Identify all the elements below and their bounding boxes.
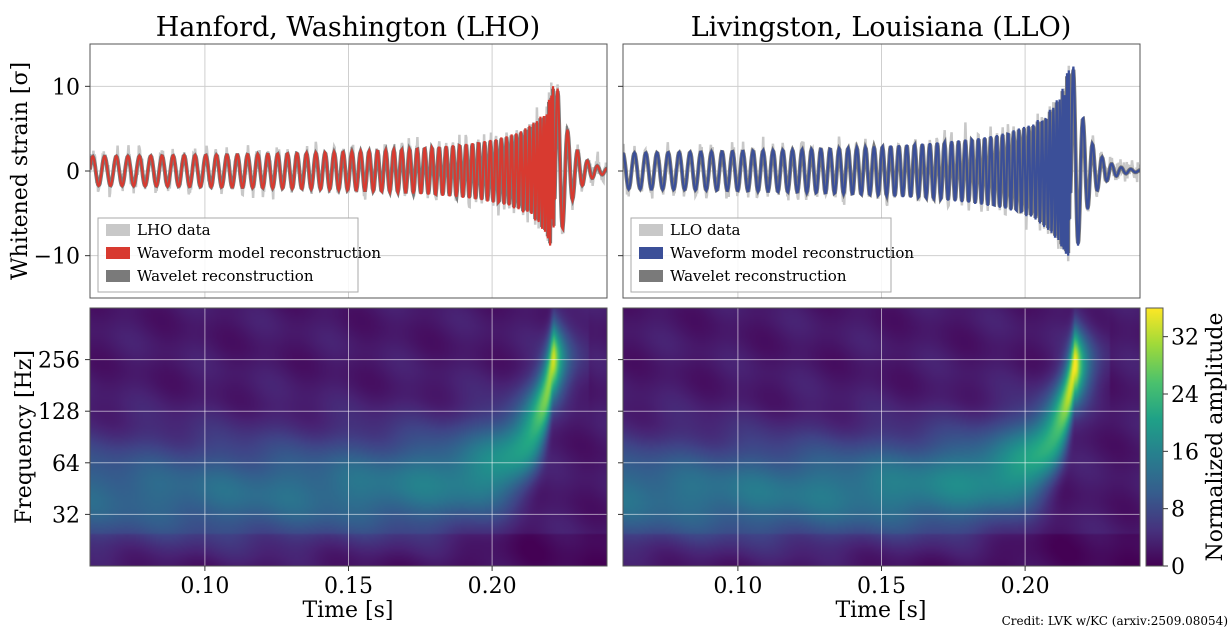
ylabel-strain: Whitened strain [σ] bbox=[8, 62, 33, 280]
colorbar-tick-label: 24 bbox=[1171, 383, 1199, 408]
y-tick-label: 128 bbox=[38, 400, 80, 425]
legend-lho: LHO data Waveform model reconstruction W… bbox=[97, 217, 381, 293]
x-tick-label: 0.10 bbox=[180, 574, 229, 599]
y-ticks bbox=[618, 359, 623, 515]
y-tick-label: 10 bbox=[52, 75, 80, 100]
y-tick-label: 32 bbox=[52, 503, 80, 528]
legend-llo: LLO data Waveform model reconstruction W… bbox=[630, 217, 914, 293]
legend-label-wavelet: Wavelet reconstruction bbox=[670, 267, 847, 285]
colorbar-tick-label: 16 bbox=[1171, 440, 1199, 465]
legend-swatch-data bbox=[106, 224, 130, 236]
legend-swatch-model bbox=[639, 247, 663, 259]
legend-frame bbox=[97, 217, 359, 293]
legend-swatch-model bbox=[106, 247, 130, 259]
llo-model-line bbox=[623, 66, 1140, 256]
title-lho: Hanford, Washington (LHO) bbox=[156, 12, 540, 43]
xlabel-right: Time [s] bbox=[835, 598, 926, 623]
grid bbox=[623, 308, 1140, 566]
panel-llo-spectrogram: 0.10 0.15 0.20 bbox=[618, 307, 1141, 599]
legend-label-wavelet: Wavelet reconstruction bbox=[137, 267, 314, 285]
colorbar-label: Normalized amplitude bbox=[1203, 313, 1228, 562]
y-tick-label: 256 bbox=[38, 349, 80, 374]
credit-text: Credit: LVK w/KC (arxiv:2509.08054) bbox=[1002, 614, 1228, 628]
panel-lho-strain: −10 0 10 LHO data Waveform model reconstru… bbox=[34, 43, 608, 299]
colorbar-tick-label: 32 bbox=[1171, 326, 1199, 351]
panel-lho-spectrogram: 0.10 0.15 0.20 32 64 128 256 bbox=[38, 307, 608, 599]
legend-label-model: Waveform model reconstruction bbox=[137, 244, 381, 262]
colorbar-tick-label: 0 bbox=[1171, 555, 1185, 580]
y-tick-label: 64 bbox=[52, 452, 80, 477]
legend-swatch-wavelet bbox=[639, 270, 663, 282]
legend-swatch-wavelet bbox=[106, 270, 130, 282]
y-ticks: 32 64 128 256 bbox=[38, 349, 90, 528]
grid bbox=[90, 308, 607, 566]
lho-model-line bbox=[90, 86, 607, 246]
x-tick-label: 0.15 bbox=[857, 574, 906, 599]
colorbar-tick-label: 8 bbox=[1171, 498, 1185, 523]
y-ticks: −10 0 10 bbox=[34, 75, 90, 270]
x-ticks: 0.10 0.15 0.20 bbox=[713, 566, 1050, 599]
x-tick-label: 0.20 bbox=[1001, 574, 1050, 599]
legend-label-data: LHO data bbox=[137, 221, 211, 239]
x-tick-label: 0.15 bbox=[324, 574, 373, 599]
panel-llo-strain: LLO data Waveform model reconstruction W… bbox=[618, 43, 1141, 299]
title-llo: Livingston, Louisiana (LLO) bbox=[691, 12, 1072, 43]
colorbar-gradient bbox=[1145, 307, 1164, 567]
legend-frame bbox=[630, 217, 892, 293]
y-ticks bbox=[618, 85, 623, 257]
x-tick-label: 0.10 bbox=[713, 574, 762, 599]
legend-label-data: LLO data bbox=[670, 221, 741, 239]
y-tick-label: 0 bbox=[66, 160, 80, 185]
legend-swatch-data bbox=[639, 224, 663, 236]
x-tick-label: 0.20 bbox=[468, 574, 517, 599]
xlabel-left: Time [s] bbox=[302, 598, 393, 623]
colorbar-ticks: 0 8 16 24 32 bbox=[1163, 326, 1199, 580]
x-ticks: 0.10 0.15 0.20 bbox=[180, 566, 517, 599]
y-tick-label: −10 bbox=[34, 245, 80, 270]
legend-label-model: Waveform model reconstruction bbox=[670, 244, 914, 262]
colorbar: 0 8 16 24 32 Normalized amplitude bbox=[1145, 307, 1228, 580]
ylabel-frequency: Frequency [Hz] bbox=[12, 350, 37, 524]
